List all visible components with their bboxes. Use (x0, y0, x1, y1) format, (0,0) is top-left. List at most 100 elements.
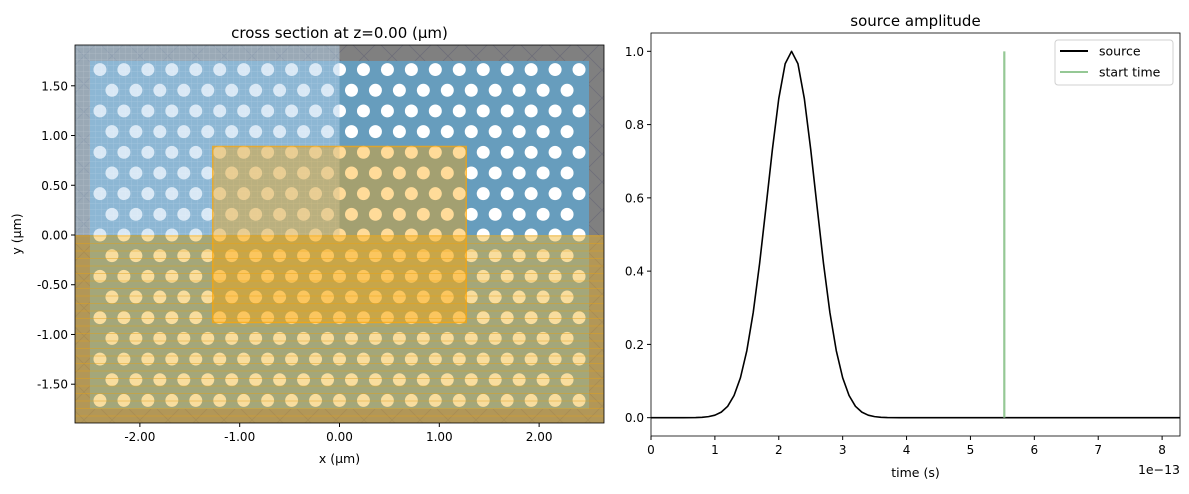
hole (464, 207, 478, 221)
hole (500, 63, 514, 77)
hole (428, 187, 442, 201)
y-tick-label: 0.00 (41, 228, 68, 242)
hole (356, 63, 370, 77)
y-tick-label: 0.2 (625, 338, 644, 352)
hole (344, 207, 358, 221)
hole (548, 187, 562, 201)
y-tick-label: 1.50 (41, 79, 68, 93)
hole (524, 104, 538, 118)
hole (572, 145, 586, 159)
y-tick-label: -1.00 (37, 328, 68, 342)
legend-label-source: source (1099, 44, 1141, 59)
right-xlabel: time (s) (891, 465, 939, 480)
hole (404, 145, 418, 159)
hole (488, 83, 502, 97)
hole (368, 166, 382, 180)
hole (344, 166, 358, 180)
hole (536, 125, 550, 139)
hole (560, 166, 574, 180)
y-tick-label: -0.50 (37, 278, 68, 292)
hole (476, 104, 490, 118)
x-tick-label: 8 (1158, 443, 1166, 457)
hole (356, 187, 370, 201)
hole (464, 166, 478, 180)
hole (524, 145, 538, 159)
hole (368, 83, 382, 97)
hole (476, 145, 490, 159)
hole (476, 63, 490, 77)
hole (416, 125, 430, 139)
hole (344, 125, 358, 139)
x-tick-label: -1.00 (224, 430, 255, 444)
hole (380, 104, 394, 118)
right-axes-frame (650, 32, 1181, 437)
x-tick-label: 0 (647, 443, 655, 457)
y-tick-label: -1.50 (37, 378, 68, 392)
hole (404, 187, 418, 201)
x-tick-label: 2.00 (526, 430, 553, 444)
left-ylabel: y (μm) (9, 213, 24, 254)
hole (440, 166, 454, 180)
hole (476, 187, 490, 201)
x-tick-label: 2 (775, 443, 783, 457)
left-xlabel: x (μm) (319, 451, 360, 466)
hole (428, 145, 442, 159)
hole (452, 104, 466, 118)
hole (512, 83, 526, 97)
hole (380, 187, 394, 201)
lower-region-lines (75, 234, 604, 423)
hole (440, 125, 454, 139)
hole (548, 63, 562, 77)
hole (344, 83, 358, 97)
hole (428, 63, 442, 77)
hole (512, 125, 526, 139)
y-tick-label: 0.0 (625, 411, 644, 425)
x-tick-label: 3 (839, 443, 847, 457)
hole (560, 207, 574, 221)
y-tick-label: 0.8 (625, 118, 644, 132)
series-source (651, 50, 1180, 419)
hole (560, 83, 574, 97)
hole (356, 104, 370, 118)
hole (404, 63, 418, 77)
hole (572, 187, 586, 201)
hole (500, 104, 514, 118)
y-tick-label: 1.00 (41, 129, 68, 143)
hole (572, 104, 586, 118)
source-amplitude-plot: source amplitude time (s) 1e−13 0 1 2 3 4 5 6 7… (625, 12, 1181, 480)
hole (452, 187, 466, 201)
x-tick-label: 0.00 (326, 430, 353, 444)
hole (404, 104, 418, 118)
hole (536, 207, 550, 221)
hole (464, 83, 478, 97)
hole (440, 207, 454, 221)
cross-section-plot: cross section at z=0.00 (μm) x (μm) y (μ… (9, 24, 605, 466)
hole (488, 125, 502, 139)
x-tick-label: 1.00 (426, 430, 453, 444)
hole (416, 207, 430, 221)
hole (416, 83, 430, 97)
y-tick-label: 0.50 (41, 179, 68, 193)
x-tick-label: 4 (903, 443, 911, 457)
legend: source start time (1054, 39, 1174, 86)
right-title: source amplitude (850, 12, 980, 30)
hole (524, 63, 538, 77)
legend-label-start-time: start time (1099, 65, 1161, 80)
hole (452, 63, 466, 77)
x-tick-label: -2.00 (124, 430, 155, 444)
left-title: cross section at z=0.00 (μm) (231, 24, 448, 42)
y-tick-label: 1.0 (625, 45, 644, 59)
source-box (211, 145, 468, 324)
hole (416, 166, 430, 180)
hole (356, 145, 370, 159)
hole (368, 207, 382, 221)
hole (380, 63, 394, 77)
x-tick-label: 6 (1031, 443, 1039, 457)
hole (452, 145, 466, 159)
hole (464, 125, 478, 139)
hole (392, 207, 406, 221)
hole (440, 83, 454, 97)
x-offset-label: 1e−13 (1138, 462, 1180, 477)
x-tick-label: 1 (711, 443, 719, 457)
